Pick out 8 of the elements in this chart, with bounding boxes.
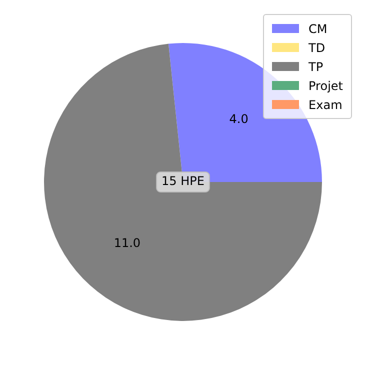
legend-label: Exam (308, 98, 342, 112)
legend-label: TD (308, 40, 326, 54)
legend-label: CM (308, 22, 328, 36)
legend-label: TP (308, 60, 324, 74)
legend-label: Projet (308, 78, 343, 92)
data-label: 4.0 (229, 112, 248, 126)
data-label: 11.0 (114, 236, 141, 250)
text: 15 HPE (162, 174, 204, 188)
